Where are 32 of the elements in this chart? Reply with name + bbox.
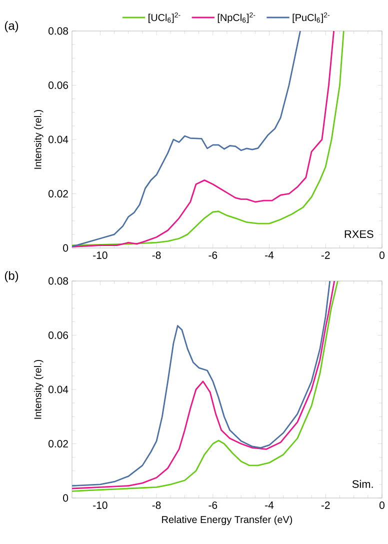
annotation: Sim. — [352, 480, 373, 488]
x-tick-label: -4 — [264, 252, 274, 259]
x-axis-title: Relative Energy Transfer (eV) — [162, 516, 292, 526]
y-axis-title: Intensity (rel.) — [34, 360, 44, 419]
x-tick-label: -4 — [264, 502, 274, 509]
legend-label: [UCl$_{6}$]$^{2-}$ — [148, 12, 180, 24]
x-tick-label: -6 — [208, 502, 217, 509]
y-tick-label: 0.06 — [48, 332, 68, 339]
y-tick-label: 0.02 — [48, 190, 68, 198]
y-tick-label: 0.04 — [48, 386, 68, 394]
x-tick-label: -6 — [208, 252, 217, 259]
y-axis-title: Intensity (rel.) — [34, 110, 44, 169]
legend-label: [NpCl$_{6}$]$^{2-}$ — [218, 12, 256, 24]
text: (b) — [4, 271, 18, 282]
y-tick-label: 0.08 — [48, 277, 68, 285]
text: (a) — [4, 21, 18, 32]
x-tick-label: -2 — [321, 502, 330, 509]
x-tick-label: 0 — [379, 502, 384, 509]
y-tick-label: 0 — [62, 244, 68, 252]
x-tick-label: -8 — [152, 502, 161, 509]
y-tick-label: 0.08 — [48, 27, 68, 35]
x-tick-label: 0 — [379, 252, 384, 259]
y-tick-label: 0.04 — [48, 136, 68, 144]
x-tick-label: -8 — [152, 252, 161, 259]
annotation: RXES — [344, 230, 374, 238]
x-tick-label: -2 — [321, 252, 330, 259]
y-tick-label: 0 — [62, 494, 68, 502]
x-tick-label: -10 — [92, 252, 108, 259]
x-tick-label: -10 — [92, 502, 108, 509]
legend-label: [PuCl$_{6}$]$^{2-}$ — [292, 12, 330, 24]
y-tick-label: 0.02 — [48, 440, 68, 448]
y-tick-label: 0.06 — [48, 82, 68, 89]
